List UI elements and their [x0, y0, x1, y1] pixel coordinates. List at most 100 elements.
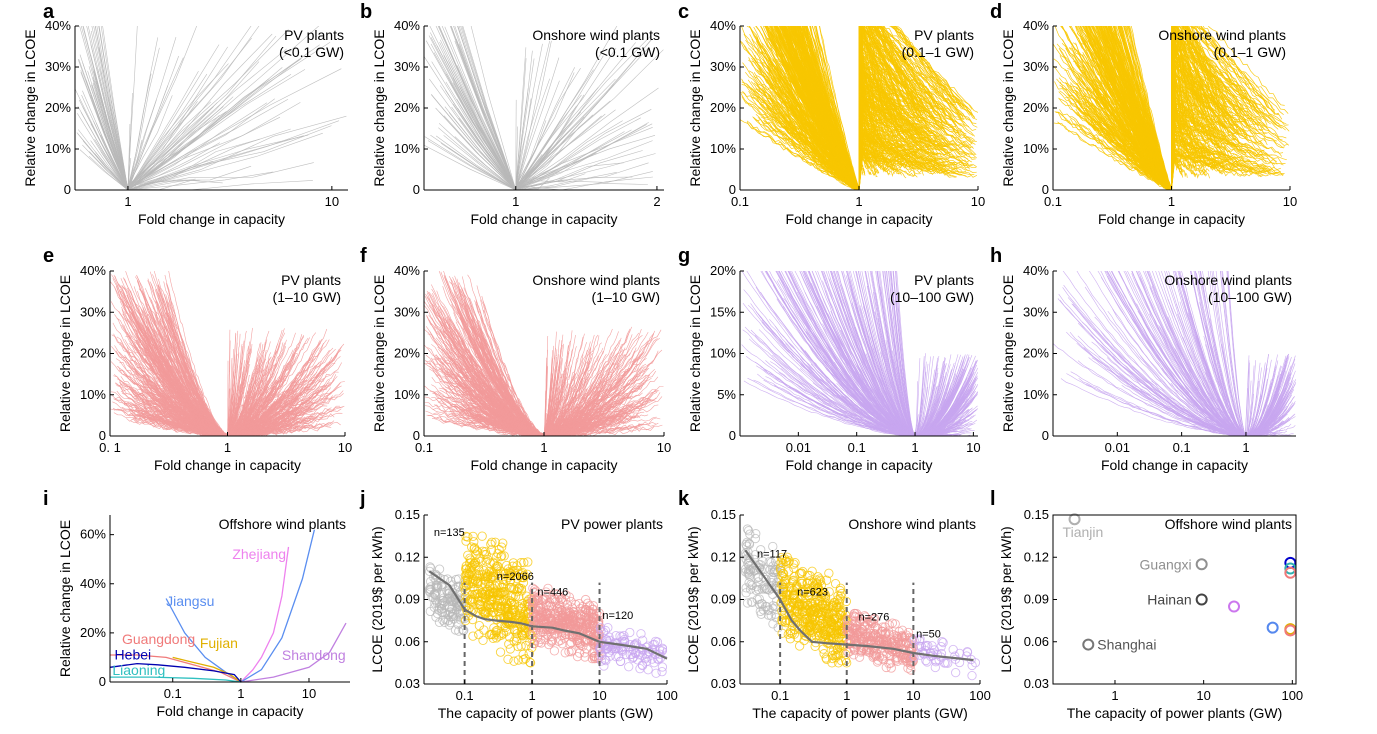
data-point	[625, 627, 635, 638]
x-tick-label: 1	[124, 194, 131, 209]
data-point	[751, 560, 761, 570]
series-line	[1127, 271, 1292, 436]
data-point	[489, 630, 500, 640]
panel-j: n=135n=2066n=446n=1200.030.060.090.120.1…	[359, 488, 678, 721]
y-tick-label: 0.06	[395, 634, 420, 649]
series-line	[456, 98, 517, 190]
data-point	[581, 644, 592, 654]
data-point	[474, 629, 484, 640]
series-line	[777, 42, 860, 189]
data-point	[498, 579, 508, 590]
series-line	[1117, 271, 1262, 436]
y-axis-label: Relative change in LCOE	[371, 275, 387, 432]
data-point	[462, 605, 472, 616]
series-lines	[740, 26, 978, 190]
series-line	[858, 26, 887, 190]
series-line	[110, 361, 228, 436]
series-line	[94, 153, 129, 190]
y-tick-label: 0.15	[395, 507, 420, 522]
data-point	[767, 583, 777, 594]
data-point	[487, 537, 497, 547]
data-point	[513, 565, 523, 576]
series-line	[1171, 26, 1266, 188]
data-point	[431, 580, 441, 591]
data-point	[798, 566, 808, 577]
series-line	[1171, 79, 1230, 190]
data-point	[782, 552, 792, 562]
data-point	[585, 606, 596, 616]
series-line	[515, 177, 550, 190]
data-point	[821, 575, 832, 585]
series-line	[515, 183, 648, 190]
data-point	[547, 636, 557, 646]
data-point	[628, 645, 638, 655]
panel-title: PV plants	[284, 27, 344, 43]
series-line	[128, 332, 228, 436]
series-line	[515, 47, 527, 186]
series-line	[164, 274, 228, 436]
panel-title: (0.1–1 GW)	[1214, 44, 1286, 60]
data-point	[460, 570, 470, 581]
series-line	[1104, 34, 1172, 190]
series-line	[1171, 26, 1205, 190]
series-line	[127, 73, 152, 188]
data-point	[648, 640, 658, 650]
data-point	[783, 629, 793, 639]
series-line	[127, 37, 177, 190]
series-line	[858, 26, 964, 189]
data-point	[486, 539, 496, 549]
series-line	[227, 341, 300, 436]
data-point	[799, 635, 809, 646]
series-line	[1221, 271, 1294, 436]
series-line	[227, 330, 247, 436]
x-tick-label: 0.1	[1044, 194, 1062, 209]
data-point	[458, 613, 468, 623]
data-point	[584, 600, 595, 611]
series-line	[1127, 26, 1172, 190]
series-line	[1171, 72, 1237, 190]
series-line	[1171, 115, 1242, 190]
data-point	[557, 615, 567, 626]
data-point	[498, 574, 508, 585]
series-line	[77, 129, 129, 190]
series-line	[227, 389, 321, 436]
data-point	[834, 597, 845, 607]
series-line	[858, 71, 975, 190]
series-line	[1059, 84, 1172, 190]
series-line	[1119, 290, 1282, 436]
data-point	[460, 585, 470, 596]
series-line	[1171, 26, 1245, 190]
series-line	[1215, 271, 1281, 436]
series-line	[1053, 343, 1252, 436]
panel-title: Onshore wind plants	[532, 272, 660, 288]
series-line	[858, 97, 888, 190]
data-point	[424, 566, 435, 576]
series-line	[1171, 46, 1218, 190]
series-line	[515, 123, 653, 190]
data-point	[572, 651, 583, 662]
x-axis-label: Fold change in capacity	[138, 211, 285, 227]
series-line	[1171, 109, 1252, 190]
y-tick-label: 10%	[394, 387, 420, 402]
series-line	[515, 40, 550, 190]
data-point	[506, 590, 516, 601]
series-line	[1171, 152, 1196, 188]
series-line	[1121, 384, 1275, 436]
data-point	[530, 584, 540, 595]
series-line	[814, 26, 860, 190]
data-point	[468, 531, 478, 541]
series-line	[858, 51, 967, 189]
series-line	[1171, 26, 1284, 190]
series-line	[544, 414, 641, 436]
series-line	[515, 39, 652, 187]
series-line	[858, 26, 919, 189]
series-line	[837, 346, 965, 436]
data-point	[463, 550, 473, 560]
data-point	[518, 649, 528, 660]
y-tick-label: 5%	[717, 387, 736, 402]
data-point	[468, 631, 478, 641]
series-line	[127, 26, 198, 190]
series-line	[110, 654, 242, 683]
data-point	[505, 644, 515, 654]
data-point	[549, 646, 560, 656]
